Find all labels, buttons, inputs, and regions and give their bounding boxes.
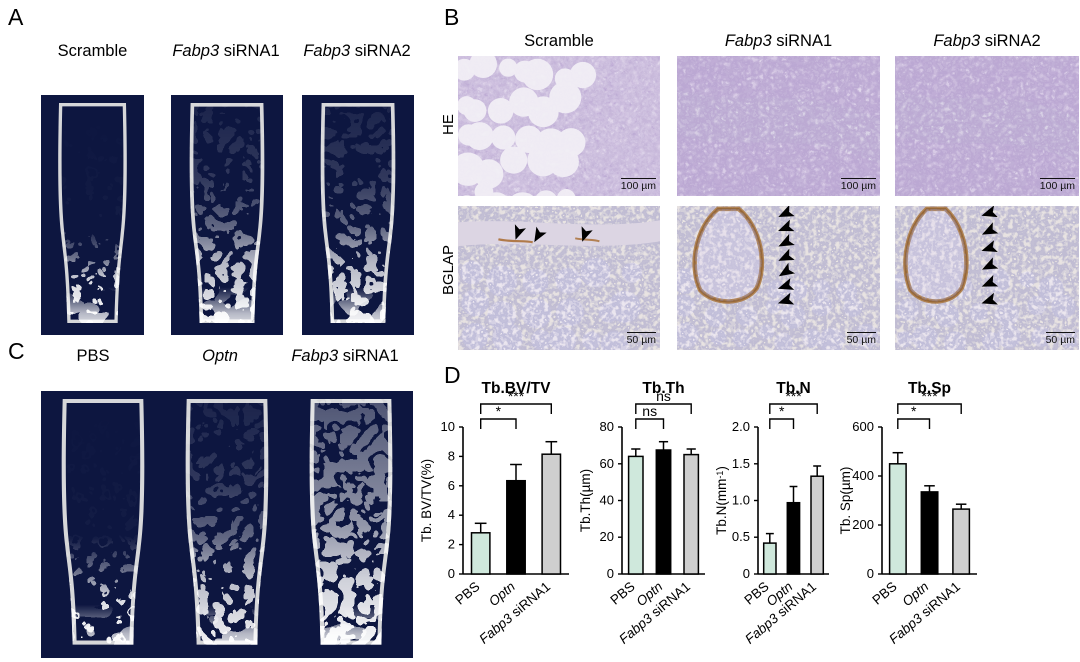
- svg-text:PBS: PBS: [452, 579, 482, 608]
- svg-text:***: ***: [785, 388, 802, 404]
- svg-text:10: 10: [441, 419, 455, 434]
- svg-text:*: *: [496, 403, 502, 419]
- svg-text:1.5: 1.5: [732, 456, 750, 471]
- svg-text:Tb. BV/TV(%): Tb. BV/TV(%): [419, 459, 434, 542]
- svg-text:Tb.N(mm-1): Tb.N(mm-1): [714, 466, 729, 535]
- svg-text:400: 400: [852, 468, 874, 483]
- svg-text:1.0: 1.0: [732, 493, 750, 508]
- svg-text:0.5: 0.5: [732, 529, 750, 544]
- svg-text:0: 0: [743, 566, 750, 581]
- svg-text:6: 6: [448, 478, 455, 493]
- svg-text:200: 200: [852, 517, 874, 532]
- svg-text:***: ***: [921, 388, 938, 404]
- svg-text:600: 600: [852, 419, 874, 434]
- svg-text:PBS: PBS: [607, 579, 637, 608]
- svg-text:20: 20: [600, 529, 614, 544]
- svg-text:*: *: [779, 403, 785, 419]
- svg-text:0: 0: [448, 566, 455, 581]
- svg-text:Tb.Th(µm): Tb.Th(µm): [578, 469, 593, 532]
- svg-text:60: 60: [600, 456, 614, 471]
- svg-text:***: ***: [508, 388, 525, 404]
- svg-text:0: 0: [607, 566, 614, 581]
- svg-text:40: 40: [600, 493, 614, 508]
- svg-text:ns: ns: [656, 388, 671, 404]
- svg-text:80: 80: [600, 419, 614, 434]
- svg-text:PBS: PBS: [869, 579, 899, 608]
- svg-text:*: *: [911, 403, 917, 419]
- svg-text:0: 0: [867, 566, 874, 581]
- svg-text:4: 4: [448, 507, 455, 522]
- svg-text:Tb. Sp(µm): Tb. Sp(µm): [838, 467, 853, 535]
- svg-text:ns: ns: [642, 403, 657, 419]
- svg-text:8: 8: [448, 448, 455, 463]
- svg-text:2: 2: [448, 537, 455, 552]
- svg-text:2.0: 2.0: [732, 419, 750, 434]
